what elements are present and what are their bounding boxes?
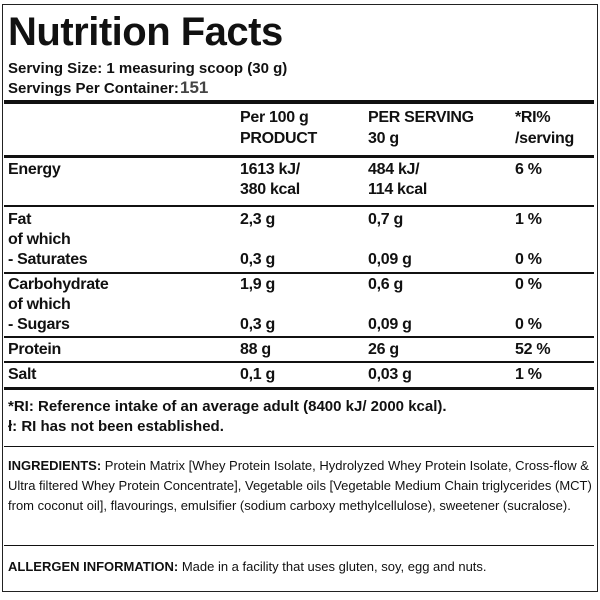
- cell-value: 114 kcal: [368, 181, 427, 198]
- row-rule: [4, 205, 594, 207]
- row-rule: [4, 336, 594, 338]
- cell-value: 380 kcal: [240, 181, 300, 198]
- cell-value: 26 g: [368, 341, 399, 358]
- column-header: *RI%: [515, 109, 551, 126]
- row-label: Energy: [8, 161, 61, 178]
- cell-value: 0,6 g: [368, 276, 403, 293]
- allergen-text: Made in a facility that uses gluten, soy…: [181, 559, 487, 574]
- allergen-label: ALLERGEN INFORMATION:: [8, 559, 179, 574]
- thick-rule: [4, 387, 594, 390]
- ingredients-label: INGREDIENTS:: [8, 458, 102, 473]
- column-header: /serving: [515, 130, 574, 147]
- cell-value: 0,7 g: [368, 211, 403, 228]
- row-note: of which: [8, 231, 71, 248]
- row-label: Salt: [8, 366, 37, 383]
- row-label: - Saturates: [8, 251, 88, 268]
- column-header: PER SERVING: [368, 109, 474, 126]
- rule: [4, 446, 594, 447]
- thick-rule: [4, 100, 594, 104]
- row-note: of which: [8, 296, 71, 313]
- row-rule: [4, 272, 594, 274]
- column-header: Per 100 g: [240, 109, 309, 126]
- title: Nutrition Facts: [8, 10, 283, 54]
- cell-value: 0,09 g: [368, 316, 412, 333]
- cell-value: 0,1 g: [240, 366, 275, 383]
- servings-label: Servings Per Container:: [8, 80, 179, 97]
- row-rule: [4, 361, 594, 363]
- cell-value: 0 %: [515, 276, 542, 293]
- ingredients: INGREDIENTS: Protein Matrix [Whey Protei…: [8, 456, 592, 516]
- cell-value: 1 %: [515, 366, 542, 383]
- cell-value: 0 %: [515, 251, 542, 268]
- cell-value: 6 %: [515, 161, 542, 178]
- servings-value: 151: [180, 78, 209, 97]
- serving-size: Serving Size: 1 measuring scoop (30 g): [8, 60, 288, 77]
- ingredients-text: Protein Matrix [Whey Protein Isolate, Hy…: [8, 458, 592, 513]
- footnote: *RI: Reference intake of an average adul…: [8, 398, 447, 415]
- cell-value: 0 %: [515, 316, 542, 333]
- label-border: [2, 4, 598, 592]
- cell-value: 52 %: [515, 341, 551, 358]
- cell-value: 88 g: [240, 341, 271, 358]
- row-label: Fat: [8, 211, 32, 228]
- footnote: ł: RI has not been established.: [8, 418, 224, 435]
- row-label: Protein: [8, 341, 62, 358]
- thick-rule: [4, 155, 594, 158]
- cell-value: 1613 kJ/: [240, 161, 300, 178]
- cell-value: 2,3 g: [240, 211, 275, 228]
- cell-value: 0,3 g: [240, 251, 275, 268]
- cell-value: 0,03 g: [368, 366, 412, 383]
- row-label: Carbohydrate: [8, 276, 109, 293]
- cell-value: 0,09 g: [368, 251, 412, 268]
- cell-value: 0,3 g: [240, 316, 275, 333]
- cell-value: 1,9 g: [240, 276, 275, 293]
- rule: [4, 545, 594, 546]
- allergen: ALLERGEN INFORMATION: Made in a facility…: [8, 557, 592, 577]
- cell-value: 1 %: [515, 211, 542, 228]
- row-label: - Sugars: [8, 316, 70, 333]
- cell-value: 484 kJ/: [368, 161, 420, 178]
- column-header: 30 g: [368, 130, 399, 147]
- column-header: PRODUCT: [240, 130, 318, 147]
